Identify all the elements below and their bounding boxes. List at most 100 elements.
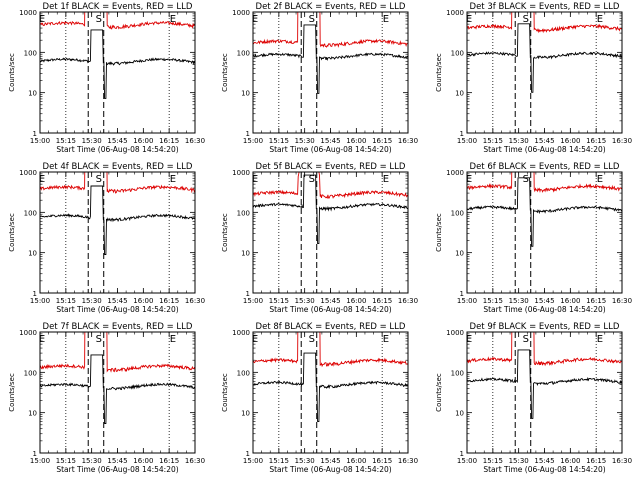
x-tick-label: 16:00 — [560, 137, 580, 145]
series-group — [253, 172, 408, 245]
chart-title: Det 3f BLACK = Events, RED = LLD — [470, 2, 620, 12]
event-marker-label: E — [170, 334, 176, 345]
plot-frame — [466, 171, 623, 294]
y-tick-label: 1000 — [232, 169, 250, 177]
x-tick-label: 15:00 — [243, 457, 263, 465]
chart-panel-7: Det 7f BLACK = Events, RED = LLD Counts/s… — [8, 322, 205, 474]
chart-title: Det 1f BLACK = Events, RED = LLD — [43, 2, 193, 12]
y-tick-label: 100 — [237, 209, 250, 217]
y-tick-label: 1000 — [19, 9, 37, 17]
x-tick-label: 16:15 — [586, 297, 606, 305]
x-tick-label: 16:00 — [346, 457, 366, 465]
chart-panel-8: Det 8f BLACK = Events, RED = LLD Counts/s… — [221, 322, 418, 474]
x-tick-label: 16:30 — [398, 137, 418, 145]
y-tick-label: 100 — [24, 49, 37, 57]
series-line-black — [40, 354, 195, 424]
series-line-black — [253, 352, 408, 423]
x-tick-label: 15:45 — [534, 457, 554, 465]
x-tick-label: 15:30 — [82, 297, 102, 305]
x-tick-label: 15:30 — [295, 457, 315, 465]
series-group — [40, 332, 195, 424]
x-tick-label: 15:30 — [509, 137, 529, 145]
x-tick-label: 15:45 — [320, 457, 340, 465]
x-tick-label: 15:00 — [30, 457, 50, 465]
x-tick-label: 15:30 — [295, 297, 315, 305]
event-marker-label: E — [466, 334, 472, 345]
x-tick-label: 15:15 — [56, 297, 76, 305]
y-tick-label: 1 — [33, 450, 37, 458]
x-tick-label: 15:15 — [483, 297, 503, 305]
event-marker-label: S — [96, 14, 102, 25]
y-tick-label: 100 — [451, 369, 464, 377]
series-group — [467, 172, 622, 247]
event-marker-label: S — [523, 334, 529, 345]
x-tick-label: 16:15 — [372, 297, 392, 305]
plot-frame — [252, 331, 409, 454]
y-tick-label: 1 — [460, 450, 464, 458]
chart-title: Det 5f BLACK = Events, RED = LLD — [256, 162, 406, 172]
x-axis-label: Start Time (06-Aug-08 14:54:20) — [483, 305, 605, 314]
series-line-red — [467, 332, 622, 367]
x-tick-label: 16:15 — [159, 457, 179, 465]
event-marker-label: E — [252, 334, 258, 345]
y-axis-label: Counts/sec — [221, 213, 229, 252]
x-tick-label: 16:30 — [612, 457, 632, 465]
x-axis-label: Start Time (06-Aug-08 14:54:20) — [483, 145, 605, 154]
series-group — [467, 332, 622, 419]
x-axis-label: Start Time (06-Aug-08 14:54:20) — [483, 465, 605, 474]
x-tick-label: 16:30 — [185, 457, 205, 465]
y-tick-label: 100 — [451, 209, 464, 217]
event-marker-label: E — [39, 174, 45, 185]
x-tick-label: 16:00 — [346, 137, 366, 145]
x-axis-label: Start Time (06-Aug-08 14:54:20) — [269, 145, 391, 154]
x-tick-label: 15:00 — [243, 297, 263, 305]
x-tick-label: 15:45 — [320, 297, 340, 305]
x-tick-label: 16:00 — [560, 457, 580, 465]
y-tick-label: 1000 — [19, 329, 37, 337]
x-tick-label: 16:00 — [346, 297, 366, 305]
x-tick-label: 15:00 — [30, 137, 50, 145]
x-tick-label: 15:45 — [107, 457, 127, 465]
x-tick-label: 15:15 — [483, 457, 503, 465]
x-tick-label: 15:15 — [56, 137, 76, 145]
y-axis-label: Counts/sec — [8, 373, 16, 412]
x-tick-label: 16:00 — [133, 457, 153, 465]
x-tick-label: 15:30 — [509, 297, 529, 305]
y-axis-label: Counts/sec — [221, 53, 229, 92]
x-tick-label: 15:15 — [483, 137, 503, 145]
chart-panel-4: Det 4f BLACK = Events, RED = LLD Counts/s… — [8, 162, 205, 314]
x-tick-label: 15:00 — [457, 137, 477, 145]
chart-title: Det 4f BLACK = Events, RED = LLD — [43, 162, 193, 172]
event-marker-label: E — [383, 14, 389, 25]
y-axis-label: Counts/sec — [8, 213, 16, 252]
y-tick-label: 100 — [24, 369, 37, 377]
x-tick-label: 16:30 — [612, 137, 632, 145]
y-axis-label: Counts/sec — [435, 373, 443, 412]
x-tick-label: 15:15 — [269, 137, 289, 145]
x-tick-label: 16:15 — [372, 137, 392, 145]
y-tick-label: 100 — [237, 49, 250, 57]
x-tick-label: 16:30 — [185, 297, 205, 305]
y-axis-label: Counts/sec — [435, 53, 443, 92]
series-group — [40, 172, 195, 255]
y-tick-label: 1 — [246, 130, 250, 138]
chart-title: Det 7f BLACK = Events, RED = LLD — [43, 322, 193, 332]
series-line-red — [40, 332, 195, 373]
x-axis-label: Start Time (06-Aug-08 14:54:20) — [269, 305, 391, 314]
x-tick-label: 16:15 — [159, 137, 179, 145]
y-tick-label: 100 — [237, 369, 250, 377]
x-tick-label: 16:00 — [560, 297, 580, 305]
plot-frame — [39, 11, 196, 134]
event-marker-label: E — [466, 174, 472, 185]
event-marker-label: S — [309, 14, 315, 25]
x-tick-label: 15:30 — [295, 137, 315, 145]
y-tick-label: 10 — [28, 90, 37, 98]
event-marker-label: E — [383, 334, 389, 345]
x-tick-label: 15:45 — [320, 137, 340, 145]
event-marker-label: E — [39, 14, 45, 25]
series-line-black — [40, 29, 195, 99]
x-tick-label: 15:15 — [56, 457, 76, 465]
x-tick-label: 15:00 — [457, 297, 477, 305]
plot-frame — [252, 171, 409, 294]
x-tick-label: 15:30 — [82, 137, 102, 145]
